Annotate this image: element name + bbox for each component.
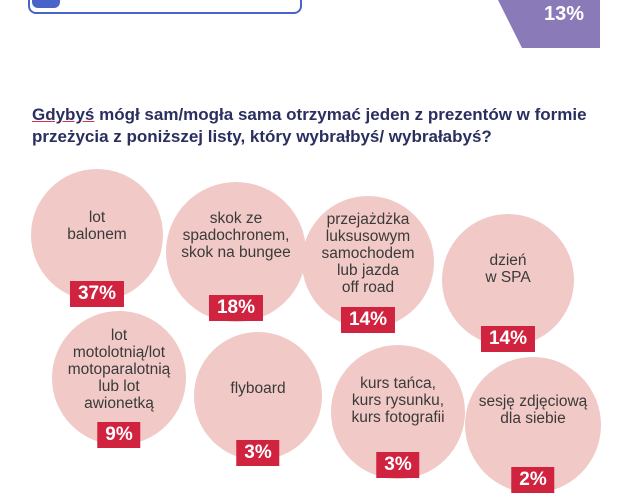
bubble-label: flyboard <box>230 380 286 397</box>
corner-badge: 13% <box>498 0 600 48</box>
bubble-4: dzień w SPA 14% <box>442 214 574 352</box>
top-info-box <box>28 0 302 14</box>
bubble-percent-badge: 14% <box>340 307 396 333</box>
bubble-percent-badge: 3% <box>376 452 420 478</box>
bubble-8: sesję zdjęciową dla siebie 2% <box>465 357 601 493</box>
top-info-tab <box>32 0 60 8</box>
bubble-label: przejażdżka luksusowym samochodem lub ja… <box>321 210 415 296</box>
bubble-7: kurs tańca, kurs rysunku, kurs fotografi… <box>331 345 465 479</box>
bubble-percent-badge: 3% <box>236 440 280 466</box>
bubble-percent-badge: 14% <box>480 326 536 352</box>
bubble-label: lot motolotnią/lot motoparalotnią lub lo… <box>67 326 171 412</box>
bubble-percent-badge: 2% <box>511 467 555 493</box>
question-text: Gdybyś mógł sam/mogła sama otrzymać jede… <box>32 104 602 148</box>
bubble-label: skok ze spadochronem, skok na bungee <box>181 210 291 261</box>
bubble-label: sesję zdjęciową dla siebie <box>478 393 588 427</box>
corner-badge-shape <box>498 0 600 48</box>
corner-badge-value: 13% <box>543 3 584 25</box>
bubble-label: dzień w SPA <box>485 252 531 286</box>
bubble-6: flyboard 3% <box>194 332 322 466</box>
bubble-3: przejażdżka luksusowym samochodem lub ja… <box>302 196 434 333</box>
bubble-label: kurs tańca, kurs rysunku, kurs fotografi… <box>351 375 445 426</box>
bubble-label: lot balonem <box>67 209 127 243</box>
bubble-percent-badge: 9% <box>97 422 141 448</box>
question-body: mógł sam/mogła sama otrzymać jeden z pre… <box>32 105 587 146</box>
bubble-percent-badge: 18% <box>208 295 264 321</box>
question-underlined-word: Gdybyś <box>32 105 95 124</box>
bubble-percent-badge: 37% <box>69 281 125 307</box>
bubble-1: lot balonem 37% <box>31 169 163 307</box>
bubble-2: skok ze spadochronem, skok na bungee 18% <box>166 182 306 322</box>
bubble-5: lot motolotnią/lot motoparalotnią lub lo… <box>52 311 186 448</box>
